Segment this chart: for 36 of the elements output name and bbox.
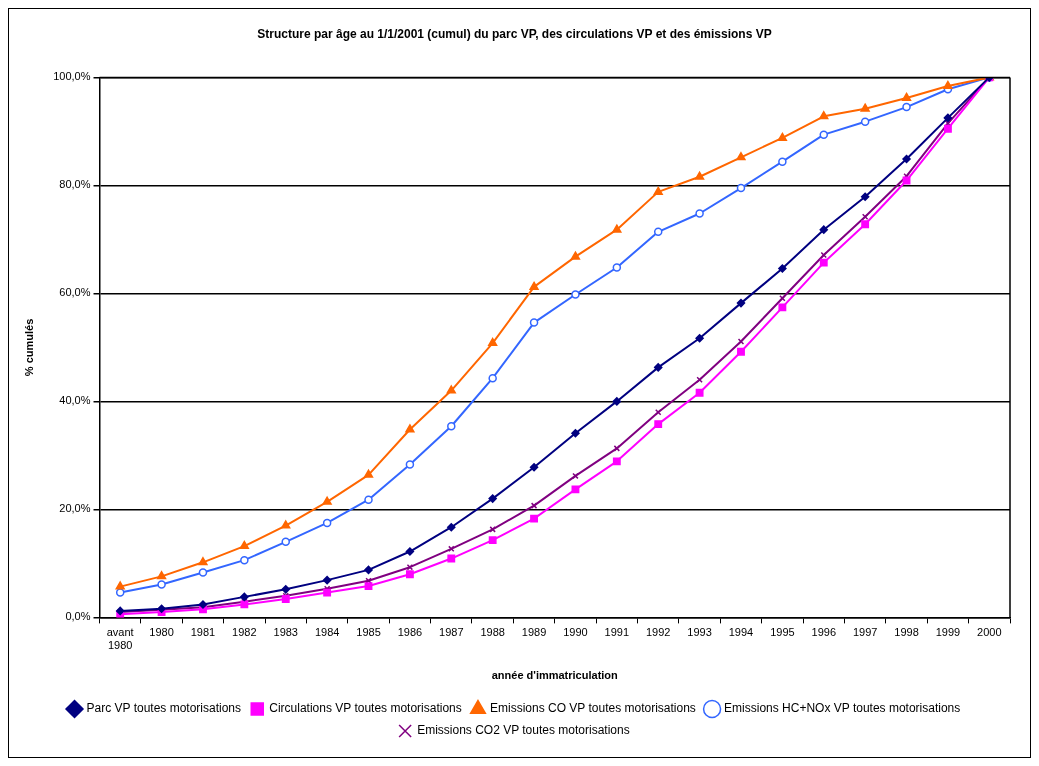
x-tick-label: 1995: [770, 626, 795, 639]
x-tick-label: 1982: [232, 626, 257, 639]
x-tick-label: 1984: [314, 626, 340, 639]
x-tick-label: 1997: [852, 626, 878, 639]
x-tick-label: 1981: [190, 626, 216, 639]
legend-label: Parc VP toutes motorisations: [86, 701, 242, 716]
x-tick-label: avant 1980: [106, 626, 134, 652]
y-tick-label: 0,0%: [65, 610, 91, 623]
x-tick-label: 1990: [563, 626, 588, 639]
y-tick-label: 40,0%: [59, 394, 91, 407]
x-tick-label: 1988: [480, 626, 505, 639]
x-axis-title: année d'immatriculation: [491, 669, 619, 682]
x-tick-label: 1987: [439, 626, 464, 639]
chart-title: Structure par âge au 1/1/2001 (cumul) du parc VP, des circulations VP et des émissions VP: [257, 26, 772, 41]
x-tick-label: 1980: [149, 626, 174, 639]
x-tick-label: 1989: [521, 626, 547, 639]
y-tick-label: 80,0%: [59, 178, 91, 191]
legend-label: Emissions CO2 VP toutes motorisations: [417, 723, 630, 738]
legend-label: Circulations VP toutes motorisations: [269, 701, 462, 716]
x-tick-label: 1994: [728, 626, 754, 639]
x-tick-label: 1999: [935, 626, 961, 639]
legend-label: Emissions CO VP toutes motorisations: [490, 701, 696, 716]
x-tick-label: 1998: [894, 626, 919, 639]
x-tick-label: 1985: [356, 626, 381, 639]
y-axis-title: % cumulés: [22, 318, 35, 377]
y-tick-label: 20,0%: [59, 502, 91, 515]
y-tick-label: 100,0%: [53, 70, 91, 83]
x-tick-label: 1986: [397, 626, 423, 639]
legend-label: Emissions HC+NOx VP toutes motorisations: [724, 701, 961, 716]
x-tick-label: 1992: [645, 626, 671, 639]
x-tick-label: 1996: [811, 626, 837, 639]
x-tick-label: 1993: [687, 626, 712, 639]
x-tick-label: 2000: [977, 626, 1002, 639]
x-tick-label: 1991: [604, 626, 630, 639]
y-tick-label: 60,0%: [59, 286, 91, 299]
x-tick-label: 1983: [273, 626, 298, 639]
